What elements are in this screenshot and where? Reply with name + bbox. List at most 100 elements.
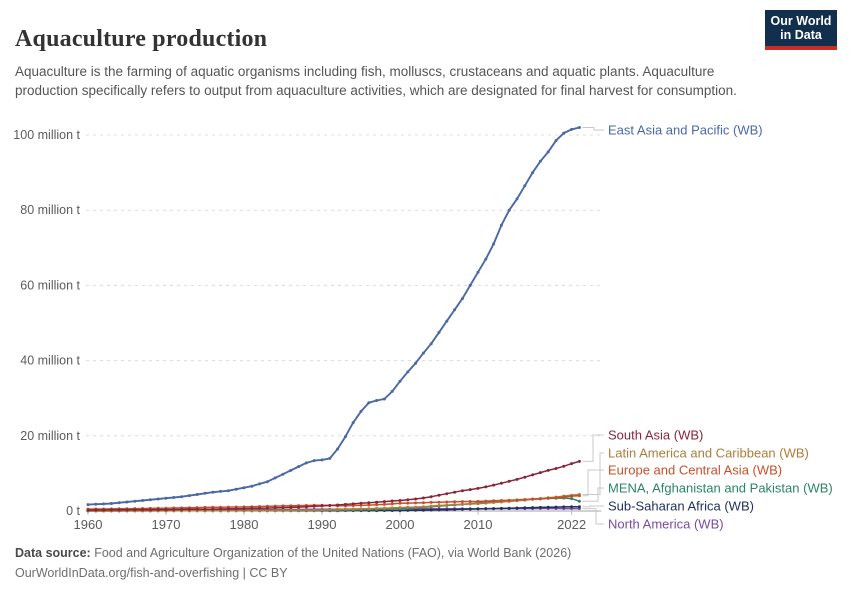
data-point bbox=[562, 464, 566, 468]
data-point bbox=[577, 505, 581, 509]
data-point bbox=[320, 458, 324, 462]
legend-label-south-asia[interactable]: South Asia (WB) bbox=[608, 428, 703, 443]
data-point bbox=[86, 503, 90, 507]
data-point bbox=[390, 389, 394, 393]
data-point bbox=[343, 435, 347, 439]
data-point bbox=[359, 503, 363, 507]
data-point bbox=[297, 505, 301, 509]
data-point bbox=[390, 502, 394, 506]
data-point bbox=[507, 479, 511, 483]
data-point bbox=[102, 508, 106, 512]
owid-logo-line1: Our World bbox=[770, 14, 832, 28]
x-tick-label: 1970 bbox=[152, 517, 181, 532]
data-point bbox=[281, 506, 285, 510]
legend-label-sub-saharan-africa[interactable]: Sub-Saharan Africa (WB) bbox=[608, 499, 754, 514]
data-point bbox=[125, 500, 129, 504]
chart-subtitle: Aquaculture is the farming of aquatic or… bbox=[15, 63, 737, 98]
legend-label-north-america[interactable]: North America (WB) bbox=[608, 517, 724, 532]
data-point bbox=[445, 319, 449, 323]
data-point bbox=[570, 497, 574, 501]
legend-connector bbox=[582, 452, 604, 495]
data-point bbox=[273, 476, 277, 480]
data-point bbox=[398, 506, 402, 510]
data-point bbox=[375, 500, 379, 504]
data-point bbox=[468, 283, 472, 287]
canonical-url[interactable]: OurWorldInData.org/fish-and-overfishing bbox=[15, 566, 240, 580]
license-line: OurWorldInData.org/fish-and-overfishing … bbox=[15, 563, 695, 583]
data-point bbox=[375, 506, 379, 510]
data-point bbox=[382, 506, 386, 510]
data-point bbox=[336, 447, 340, 451]
data-point bbox=[476, 507, 480, 511]
data-point bbox=[367, 503, 371, 507]
data-point bbox=[398, 499, 402, 502]
data-point bbox=[281, 508, 285, 512]
data-point bbox=[273, 506, 277, 510]
x-tick-label: 1960 bbox=[74, 517, 103, 532]
y-tick-label: 100 million t bbox=[13, 128, 80, 142]
legend-connector bbox=[582, 127, 604, 131]
data-point bbox=[156, 508, 160, 512]
owid-logo[interactable]: Our World in Data bbox=[765, 10, 837, 50]
data-point bbox=[336, 503, 340, 507]
data-point bbox=[445, 500, 449, 504]
legend-label-mena-afghanistan-and-pakistan[interactable]: MENA, Afghanistan and Pakistan (WB) bbox=[608, 481, 833, 496]
data-point bbox=[499, 481, 503, 485]
data-point bbox=[304, 505, 308, 509]
data-point bbox=[453, 500, 457, 504]
data-point bbox=[445, 508, 449, 512]
series-line[interactable] bbox=[87, 460, 580, 511]
data-point bbox=[320, 508, 324, 512]
data-point bbox=[421, 496, 425, 500]
data-point bbox=[421, 351, 425, 355]
data-point bbox=[507, 506, 511, 510]
series-south-asia[interactable] bbox=[86, 459, 581, 512]
data-point bbox=[523, 498, 527, 501]
data-source-line: Data source: Food and Agriculture Organi… bbox=[15, 543, 695, 563]
data-point bbox=[187, 507, 191, 511]
data-point bbox=[414, 501, 418, 505]
data-point bbox=[437, 504, 441, 507]
data-point bbox=[468, 488, 472, 492]
data-point bbox=[258, 509, 262, 512]
data-point bbox=[421, 505, 425, 509]
data-point bbox=[180, 495, 184, 499]
data-point bbox=[515, 506, 519, 510]
series-east-asia-and-pacific[interactable] bbox=[86, 126, 581, 507]
data-point bbox=[453, 508, 457, 511]
legend-connector bbox=[582, 508, 604, 525]
data-source-text: Food and Agriculture Organization of the… bbox=[94, 546, 572, 560]
license-label[interactable]: CC BY bbox=[249, 566, 288, 580]
data-point bbox=[429, 508, 433, 512]
legend-connector bbox=[582, 434, 604, 462]
data-point bbox=[570, 462, 574, 466]
y-tick-label: 80 million t bbox=[20, 203, 80, 217]
series-line[interactable] bbox=[88, 493, 580, 512]
x-tick-label: 1980 bbox=[230, 517, 259, 532]
data-point bbox=[538, 505, 542, 509]
legend-label-latin-america-and-caribbean[interactable]: Latin America and Caribbean (WB) bbox=[608, 446, 809, 461]
data-point bbox=[499, 506, 503, 510]
legend-label-europe-and-central-asia[interactable]: Europe and Central Asia (WB) bbox=[608, 463, 782, 478]
data-point bbox=[141, 508, 145, 512]
x-axis: 1960 1970 1980 1990 2000 2010 2022 bbox=[74, 511, 586, 532]
data-point bbox=[484, 485, 488, 489]
data-point bbox=[312, 508, 316, 512]
data-point bbox=[515, 498, 519, 502]
data-point bbox=[250, 506, 254, 510]
data-point bbox=[211, 507, 215, 511]
data-point bbox=[570, 494, 574, 498]
data-point bbox=[289, 508, 293, 512]
x-tick-label: 2022 bbox=[557, 517, 586, 532]
legend-label-east-asia-and-pacific[interactable]: East Asia and Pacific (WB) bbox=[608, 123, 763, 138]
data-point bbox=[460, 502, 464, 506]
data-point bbox=[437, 330, 441, 334]
data-point bbox=[250, 509, 254, 512]
data-point bbox=[492, 499, 496, 503]
page-title: Aquaculture production bbox=[15, 26, 268, 53]
data-point bbox=[515, 477, 519, 481]
series-line[interactable] bbox=[87, 126, 580, 506]
data-point bbox=[499, 499, 503, 502]
data-point bbox=[382, 500, 386, 504]
data-point bbox=[86, 508, 90, 512]
